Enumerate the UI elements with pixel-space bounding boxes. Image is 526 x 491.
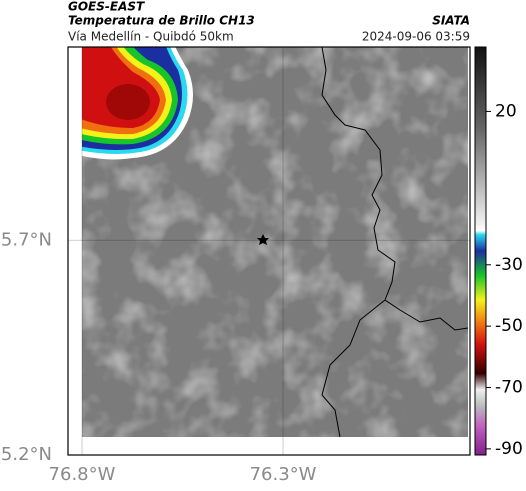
timestamp: 2024-09-06 03:59 xyxy=(362,30,470,44)
colorbar-tick-label: -90 xyxy=(495,439,523,459)
area: Vía Medellín - Quibdó 50km xyxy=(68,30,234,44)
lon-tick-label: 76.3°W xyxy=(250,464,317,485)
subtitle: Temperatura de Brillo CH13 xyxy=(68,14,255,28)
colorbar-tick-label: 20 xyxy=(495,101,517,121)
source: SIATA xyxy=(432,14,470,28)
colorbar-tick-label: -70 xyxy=(495,378,523,398)
colorbar xyxy=(474,46,487,456)
graticule: 5.7°N 5.2°N76.8°W 76.3°W xyxy=(1,47,470,485)
colorbar-ticks: 20 -30 -50 -70 -90 xyxy=(486,101,523,459)
lon-tick-label: 76.8°W xyxy=(49,464,116,485)
satellite-image xyxy=(82,47,468,437)
colorbar-tick-label: -50 xyxy=(495,316,523,336)
colorbar-tick-label: -30 xyxy=(495,255,523,275)
title: GOES-EAST xyxy=(68,0,145,14)
lat-tick-label: 5.2°N xyxy=(1,444,52,465)
lat-tick-label: 5.7°N xyxy=(1,229,52,250)
